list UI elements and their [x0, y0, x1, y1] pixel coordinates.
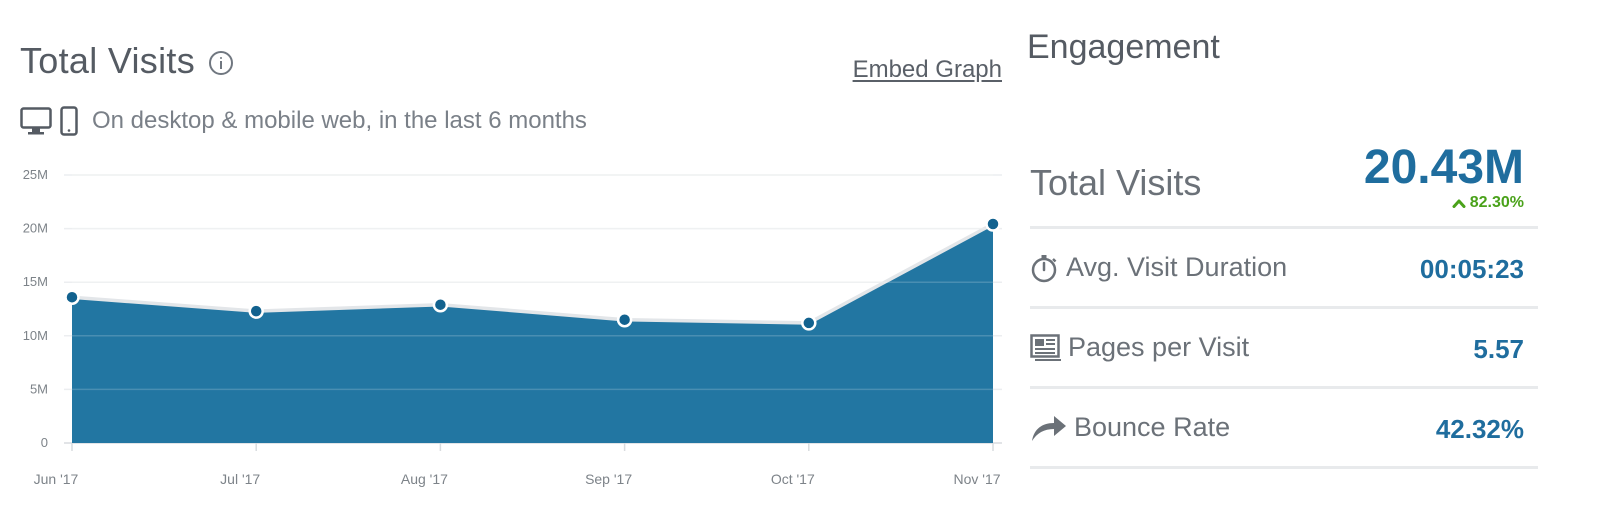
x-tick-label: Oct '17: [771, 471, 815, 487]
total-visits-chart: 0 5M 10M 15M 20M 25M Jun '17 Jul '17 Aug '17 Sep …: [23, 167, 1002, 487]
y-tick-label: 15M: [23, 274, 48, 289]
change-value: 82.30%: [1469, 194, 1524, 211]
info-icon[interactable]: [209, 51, 234, 75]
metric-bounce-rate: Bounce Rate 42.32%: [1030, 388, 1538, 469]
stopwatch-icon: [1031, 254, 1057, 282]
x-tick-label: Jul '17: [220, 471, 260, 487]
metric-pages-per-visit: Pages per Visit 5.57: [1030, 308, 1538, 389]
metric-avg-visit-duration: Avg. Visit Duration 00:05:23: [1030, 228, 1538, 309]
bounce-arrow-icon: [1032, 415, 1066, 441]
metric-label-text: Pages per Visit: [1068, 332, 1250, 362]
metric-total-visits-value: 20.43M: [1363, 141, 1524, 194]
data-point: [64, 289, 80, 305]
desktop-icon: [20, 107, 52, 135]
y-tick-label: 5M: [30, 381, 48, 396]
chevron-up-icon: [1452, 199, 1466, 208]
mobile-icon: [60, 106, 78, 136]
y-tick-label: 25M: [23, 167, 48, 182]
metric-total-visits-label: Total Visits: [1030, 162, 1202, 203]
data-point: [248, 303, 264, 319]
metric-label-text: Bounce Rate: [1074, 412, 1231, 442]
y-tick-label: 0: [41, 435, 48, 450]
chart-title-text: Total Visits: [20, 40, 196, 81]
metric-label: Avg. Visit Duration: [1030, 252, 1287, 283]
x-tick-label: Aug '17: [401, 471, 448, 487]
engagement-title: Engagement: [1027, 28, 1220, 66]
data-point: [616, 311, 633, 328]
change-badge: 82.30%: [1452, 194, 1524, 212]
x-tick-label: Jun '17: [34, 471, 79, 487]
metric-value: 5.57: [1473, 334, 1524, 364]
metric-value: 00:05:23: [1419, 254, 1524, 284]
pages-icon: [1030, 333, 1061, 361]
metric-label-text: Avg. Visit Duration: [1066, 252, 1288, 282]
data-point: [985, 216, 1001, 232]
metric-value: 42.32%: [1435, 414, 1524, 444]
y-tick-label: 20M: [23, 221, 48, 236]
y-tick-label: 10M: [23, 328, 48, 343]
subtitle-text: On desktop & mobile web, in the last 6 m…: [92, 107, 587, 134]
metric-label: Pages per Visit: [1030, 332, 1249, 363]
data-point: [432, 296, 449, 313]
x-tick-label: Sep '17: [585, 471, 632, 487]
data-point: [801, 315, 817, 331]
embed-graph-link[interactable]: Embed Graph: [852, 56, 1002, 83]
series-line: [71, 222, 994, 325]
chart-title: Total Visits: [20, 40, 234, 82]
x-tick-label: Nov '17: [953, 471, 1000, 487]
chart-subtitle: On desktop & mobile web, in the last 6 m…: [20, 106, 587, 136]
metric-total-visits: Total Visits 20.43M 82.30%: [1030, 130, 1538, 229]
area-fill: [72, 223, 993, 443]
metric-label: Bounce Rate: [1030, 412, 1230, 443]
